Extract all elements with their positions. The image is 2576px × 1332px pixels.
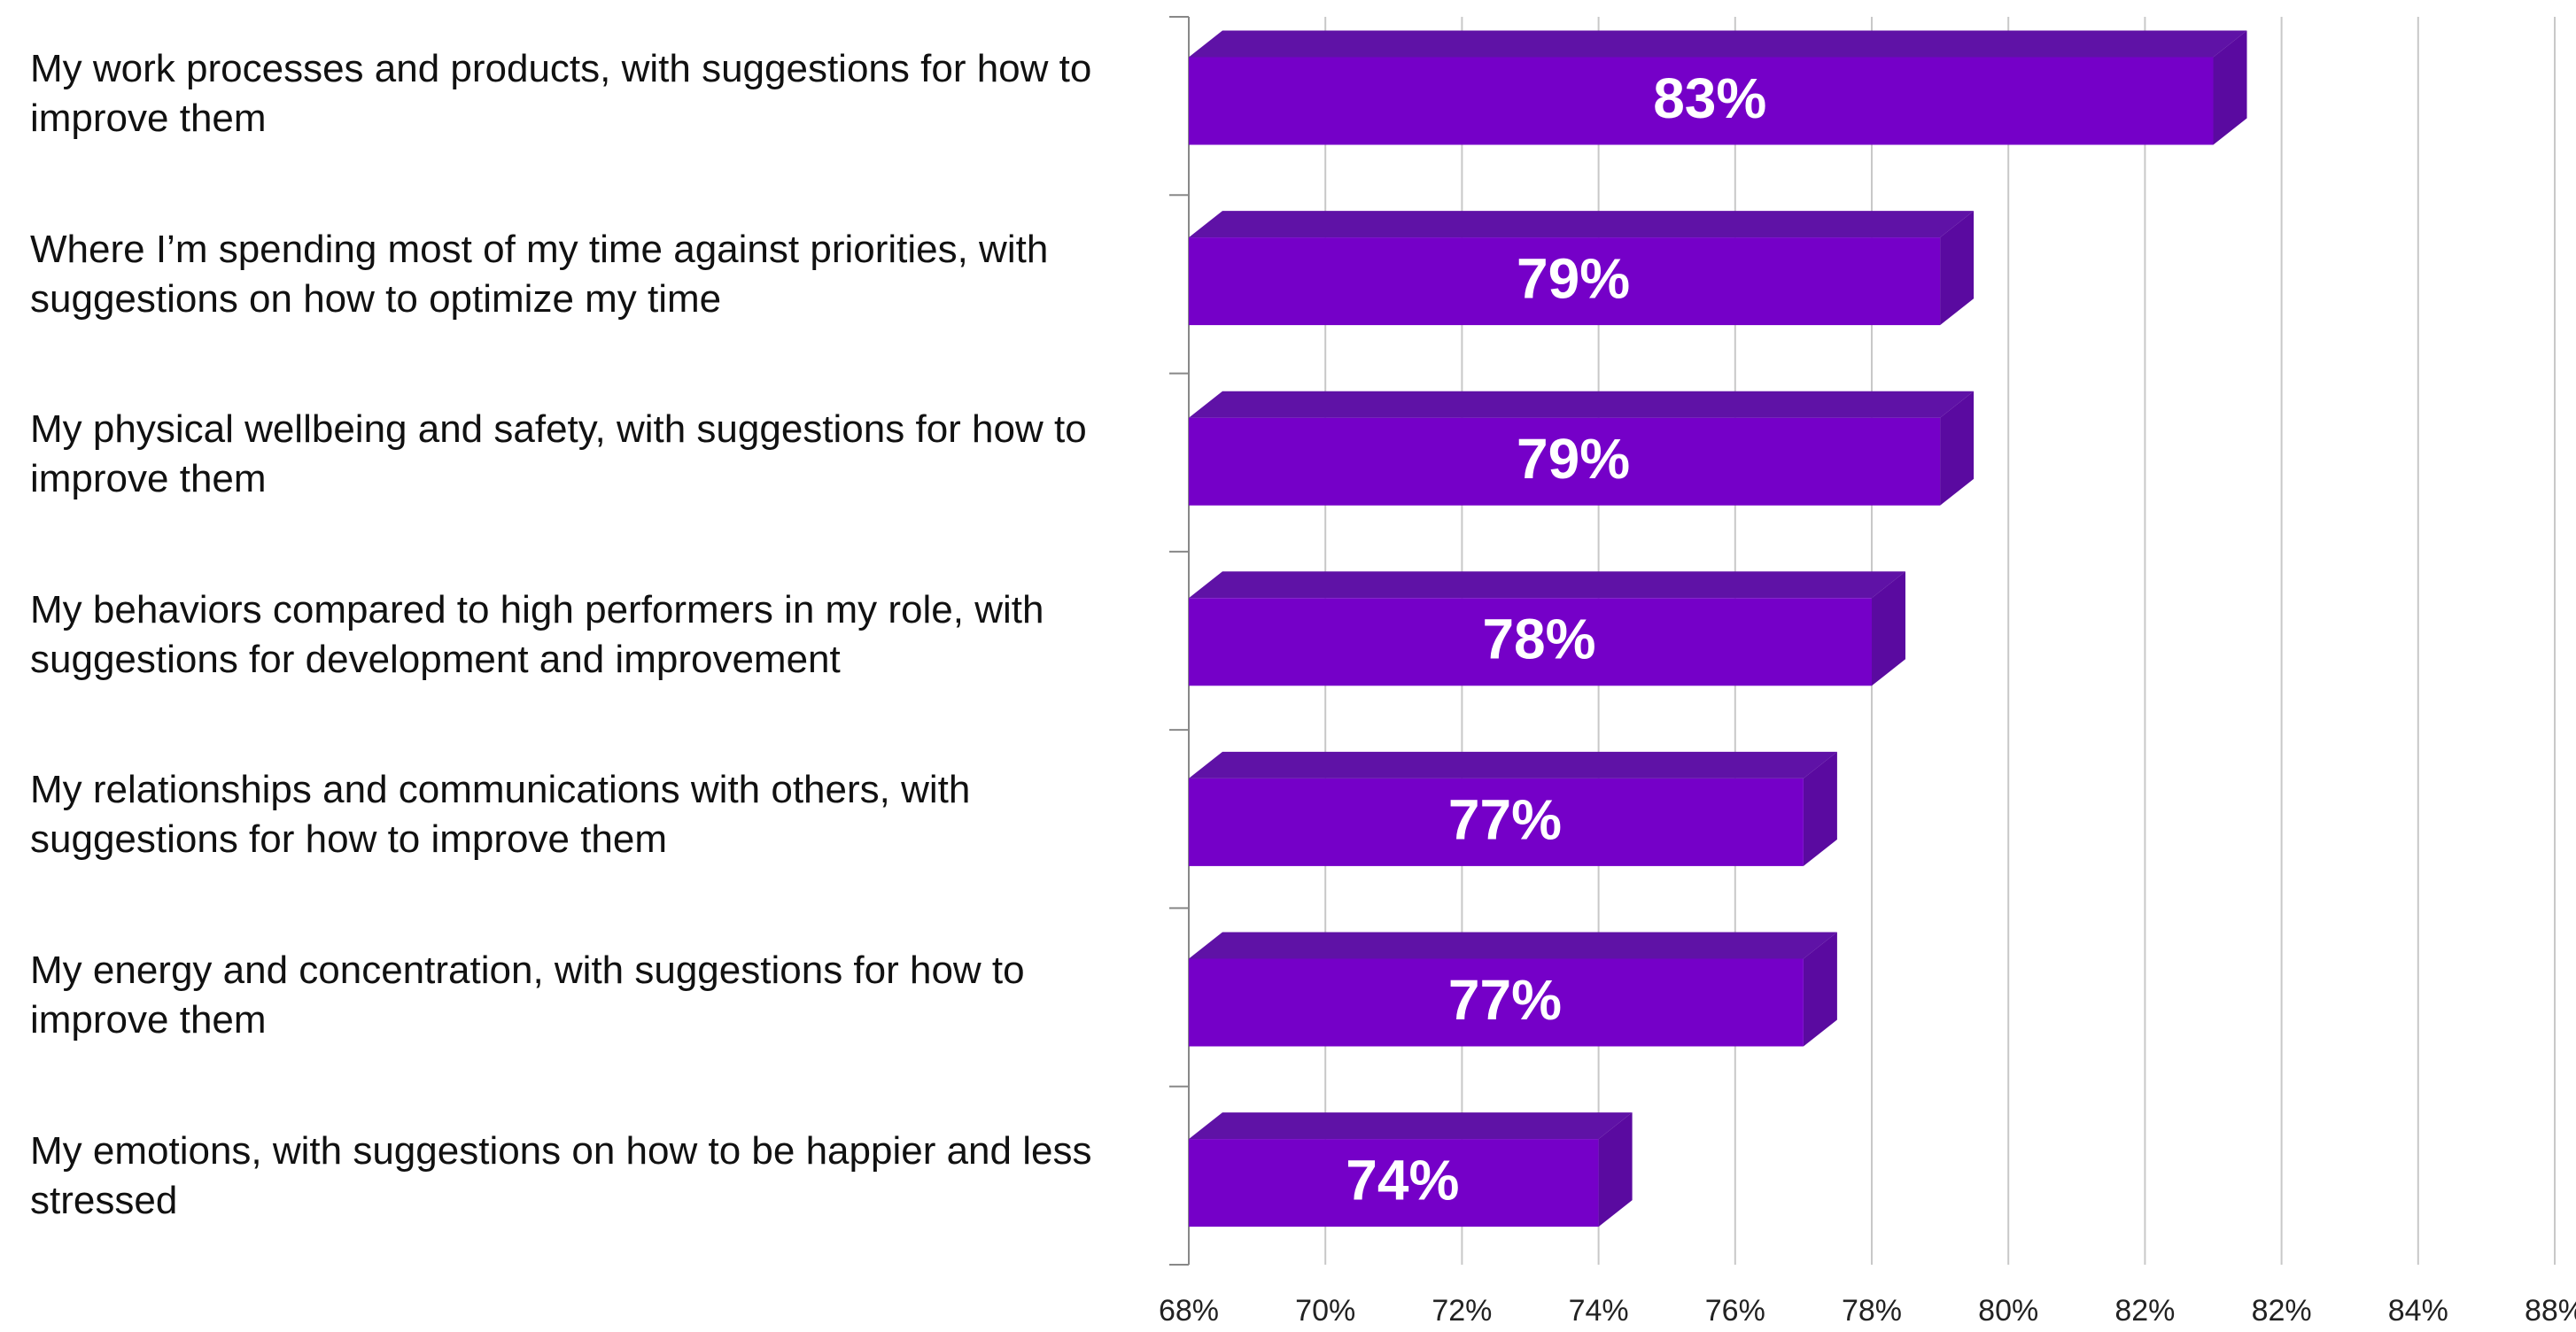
value-label: 79% bbox=[1517, 247, 1630, 311]
bar bbox=[1189, 958, 1804, 1047]
value-label: 83% bbox=[1653, 66, 1766, 130]
x-tick-label: 68% bbox=[1159, 1294, 1219, 1328]
bar-side bbox=[1872, 571, 1905, 686]
category-label: My physical wellbeing and safety, with s… bbox=[30, 407, 1087, 501]
bar-top bbox=[1189, 1112, 1633, 1140]
x-tick-label: 82% bbox=[2114, 1294, 2175, 1328]
x-tick-label: 76% bbox=[1705, 1294, 1765, 1328]
bar-top bbox=[1189, 211, 1975, 238]
x-tick-label: 88% bbox=[2525, 1294, 2576, 1328]
value-label: 77% bbox=[1448, 787, 1562, 851]
x-tick-label: 72% bbox=[1432, 1294, 1492, 1328]
x-tick-label: 70% bbox=[1295, 1294, 1355, 1328]
value-label: 78% bbox=[1482, 608, 1595, 671]
bar bbox=[1189, 598, 1872, 686]
value-label: 79% bbox=[1517, 427, 1630, 491]
bar-side bbox=[1598, 1112, 1633, 1227]
bar bbox=[1189, 57, 2214, 145]
bar bbox=[1189, 1139, 1599, 1227]
bar-side bbox=[1803, 932, 1837, 1047]
bar bbox=[1189, 778, 1804, 866]
bar-side bbox=[2213, 30, 2247, 145]
bar bbox=[1189, 417, 1941, 506]
bar-top bbox=[1189, 751, 1837, 778]
category-label: My relationships and communications with… bbox=[30, 768, 971, 862]
x-tick-label: 74% bbox=[1569, 1294, 1629, 1328]
category-label: My work processes and products, with sug… bbox=[30, 47, 1092, 140]
bar-top bbox=[1189, 571, 1905, 599]
bar bbox=[1189, 237, 1941, 326]
x-tick-label: 78% bbox=[1842, 1294, 1902, 1328]
x-tick-label: 82% bbox=[2252, 1294, 2312, 1328]
bar-side bbox=[1803, 751, 1837, 866]
value-label: 77% bbox=[1448, 968, 1562, 1032]
x-tick-label: 84% bbox=[2388, 1294, 2448, 1328]
category-label: My emotions, with suggestions on how to … bbox=[30, 1128, 1092, 1222]
category-label: Where I’m spending most of my time again… bbox=[30, 227, 1049, 321]
bar-top bbox=[1189, 932, 1837, 959]
category-label: My behaviors compared to high performers… bbox=[30, 587, 1044, 681]
bar-side bbox=[1940, 211, 1975, 326]
x-tick-label: 80% bbox=[1978, 1294, 2038, 1328]
value-label: 74% bbox=[1346, 1149, 1459, 1212]
bar-top bbox=[1189, 391, 1975, 418]
bar-top bbox=[1189, 30, 2247, 58]
bar-side bbox=[1940, 391, 1975, 506]
category-label: My energy and concentration, with sugges… bbox=[30, 949, 1025, 1042]
